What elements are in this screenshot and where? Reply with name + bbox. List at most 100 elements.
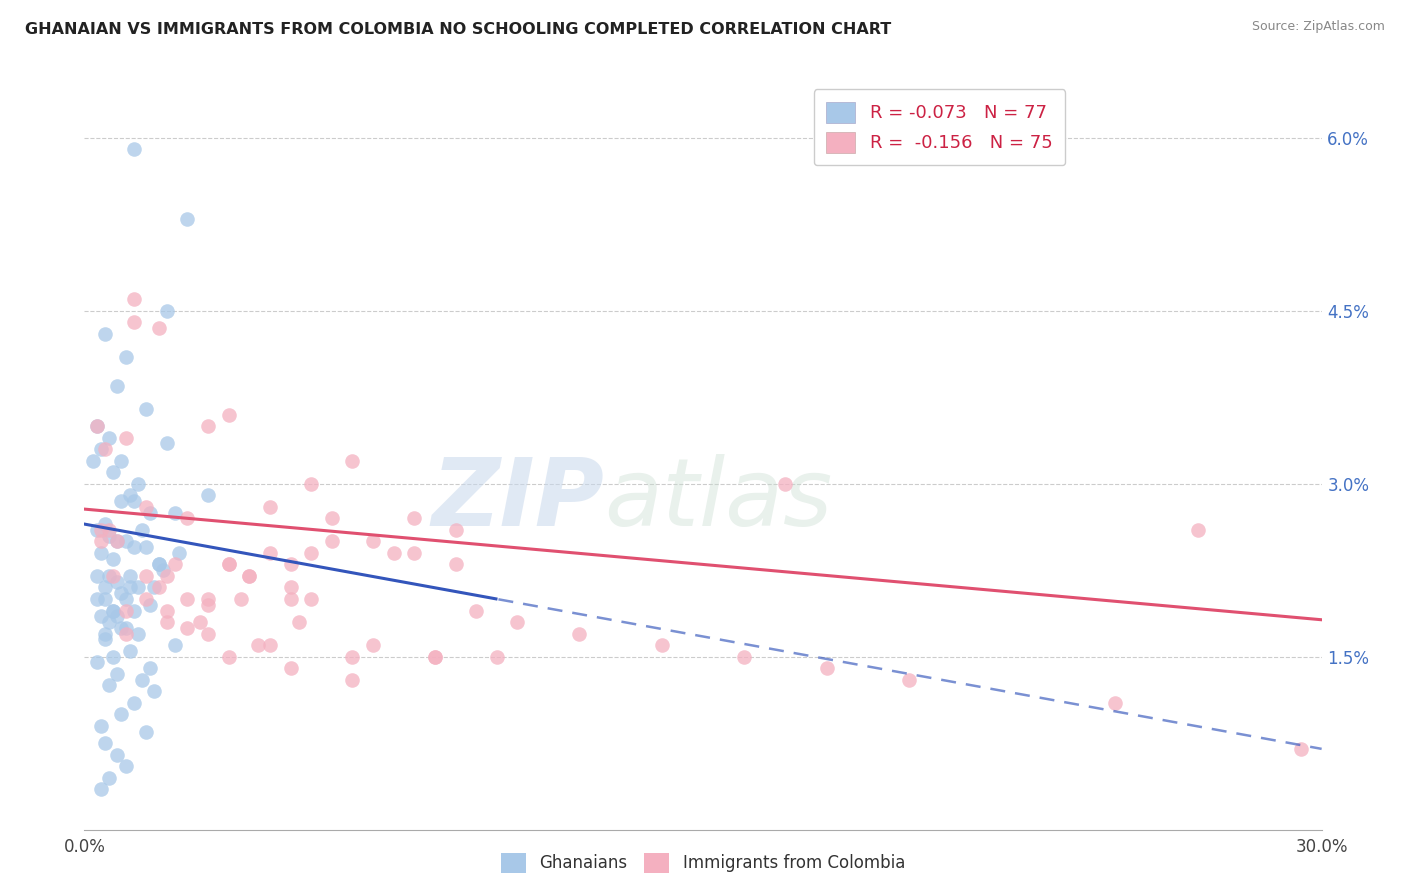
Point (105, 609, 128, 624)
Point (114, 759, 136, 773)
Point (82, 453, 104, 467)
Point (197, 626, 219, 640)
Point (86, 592, 108, 607)
Point (127, 476, 149, 491)
Point (143, 684, 166, 698)
Point (118, 644, 141, 658)
Point (506, 615, 529, 629)
Point (94, 581, 117, 595)
Point (103, 603, 125, 617)
Point (122, 696, 145, 710)
Point (103, 465, 125, 479)
Point (90, 546, 112, 560)
Point (118, 581, 141, 595)
Point (361, 638, 384, 652)
Point (299, 546, 322, 560)
Point (898, 673, 921, 687)
Point (299, 592, 322, 607)
Point (259, 546, 281, 560)
Point (197, 419, 219, 434)
Point (122, 494, 145, 508)
Point (139, 661, 162, 675)
Point (156, 303, 179, 318)
Point (122, 293, 145, 307)
Point (90, 782, 112, 797)
Point (110, 494, 132, 508)
Point (733, 649, 755, 664)
Point (127, 581, 149, 595)
Point (94, 592, 117, 607)
Point (135, 401, 157, 416)
Point (176, 592, 198, 607)
Point (105, 378, 128, 392)
Point (299, 476, 322, 491)
Point (651, 638, 673, 652)
Point (94, 326, 117, 341)
Point (218, 408, 240, 422)
Point (165, 558, 187, 572)
Point (90, 523, 112, 537)
Point (98, 615, 121, 629)
Point (98, 431, 121, 445)
Point (238, 569, 260, 583)
Point (775, 476, 797, 491)
Point (131, 673, 153, 687)
Point (90, 442, 112, 457)
Point (485, 649, 508, 664)
Point (321, 534, 343, 549)
Point (114, 592, 136, 607)
Point (465, 603, 488, 617)
Point (86, 569, 108, 583)
Point (152, 563, 174, 577)
Point (110, 621, 132, 635)
Point (90, 719, 112, 733)
Point (122, 603, 145, 617)
Point (288, 615, 311, 629)
Point (165, 638, 187, 652)
Point (90, 609, 112, 624)
Point (105, 534, 128, 549)
Point (94, 736, 117, 750)
Text: GHANAIAN VS IMMIGRANTS FROM COLOMBIA NO SCHOOLING COMPLETED CORRELATION CHART: GHANAIAN VS IMMIGRANTS FROM COLOMBIA NO … (25, 22, 891, 37)
Point (105, 574, 128, 589)
Point (218, 558, 240, 572)
Point (342, 673, 364, 687)
Point (148, 558, 170, 572)
Point (135, 540, 157, 554)
Point (86, 656, 108, 670)
Point (114, 350, 136, 364)
Point (156, 436, 179, 450)
Point (135, 500, 157, 514)
Point (165, 506, 187, 520)
Point (114, 603, 136, 617)
Point (361, 534, 384, 549)
Point (280, 581, 302, 595)
Point (114, 534, 136, 549)
Point (444, 558, 467, 572)
Point (110, 586, 132, 600)
Point (404, 511, 426, 525)
Point (98, 569, 121, 583)
Point (156, 569, 179, 583)
Point (188, 615, 211, 629)
Point (98, 523, 121, 537)
Point (176, 211, 198, 226)
Point (246, 638, 269, 652)
Point (103, 649, 125, 664)
Point (131, 523, 153, 537)
Point (127, 626, 149, 640)
Point (218, 649, 240, 664)
Point (1187, 523, 1209, 537)
Point (1289, 742, 1312, 756)
Point (105, 747, 128, 762)
Legend: R = -0.073   N = 77, R =  -0.156   N = 75: R = -0.073 N = 77, R = -0.156 N = 75 (814, 89, 1066, 165)
Point (135, 592, 157, 607)
Point (238, 569, 260, 583)
Point (143, 581, 166, 595)
Point (568, 626, 591, 640)
Point (176, 621, 198, 635)
Point (139, 506, 162, 520)
Point (98, 771, 121, 785)
Point (404, 546, 426, 560)
Point (98, 678, 121, 692)
